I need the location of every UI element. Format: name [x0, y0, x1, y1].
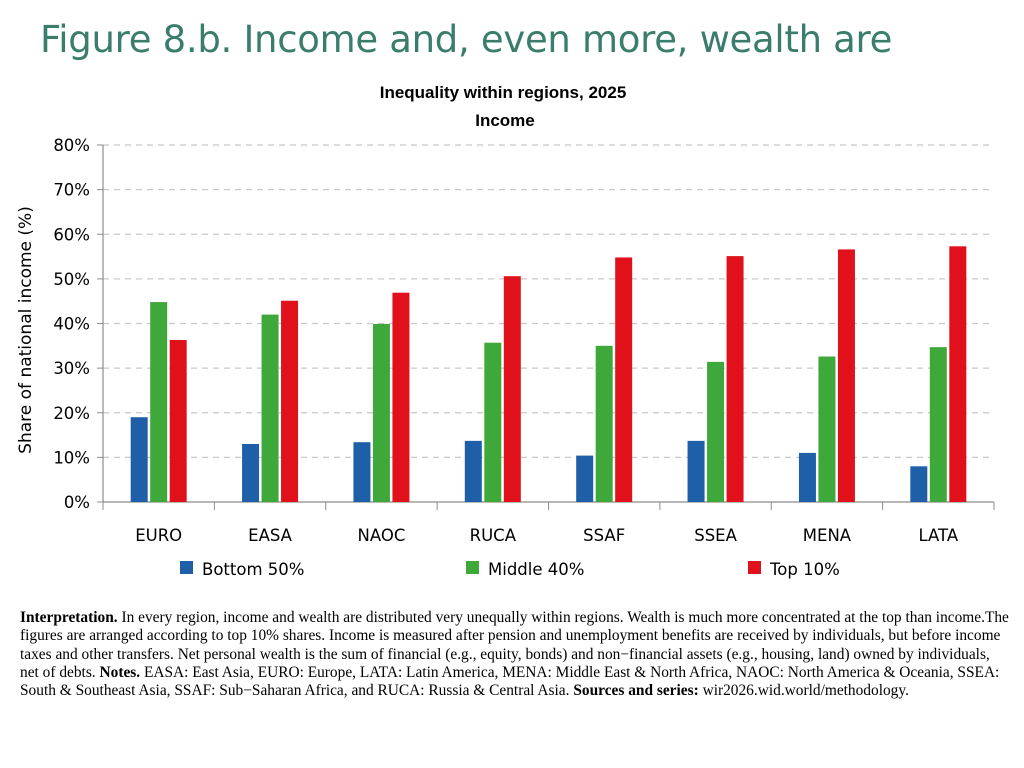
bar-chart: Inequality within regions, 2025 Income S…: [16, 83, 995, 579]
bar-ruca-top-10: [503, 276, 521, 502]
legend-swatch: [466, 561, 479, 574]
bar-mena-top-10: [837, 249, 855, 502]
interpretation-text: In every region, income and wealth are d…: [20, 609, 1009, 681]
bar-lata-bottom-50: [910, 466, 928, 502]
bar-mena-bottom-50: [798, 452, 816, 502]
legend-label: Bottom 50%: [202, 560, 304, 579]
chart-subtitle: Income: [475, 111, 535, 130]
y-tick-label: 20%: [53, 404, 90, 423]
legend-swatch: [180, 561, 193, 574]
legend: Bottom 50% Middle 40% Top 10%: [180, 560, 840, 579]
interpretation-label: Interpretation.: [20, 609, 118, 626]
x-tick-label: NAOC: [358, 526, 406, 545]
chart-title: Inequality within regions, 2025: [380, 83, 627, 102]
y-tick-label: 10%: [53, 448, 90, 467]
figure-title: Figure 8.b. Income and, even more, wealt…: [40, 18, 893, 61]
bars: [130, 246, 967, 502]
notes-text: EASA: East Asia, EURO: Europe, LATA: Lat…: [20, 663, 1000, 700]
y-tick-label: 60%: [53, 225, 90, 244]
bar-euro-top-10: [169, 340, 187, 502]
y-axis-label: Share of national income (%): [16, 206, 36, 454]
bar-ruca-middle-40: [484, 342, 502, 502]
sources-text: wir2026.wid.world/methodology.: [698, 682, 909, 700]
x-tick-label: EASA: [248, 526, 292, 545]
x-tick-labels: EURO EASA NAOC RUCA SSAF SSEA MENA LATA: [135, 526, 959, 545]
bar-ruca-bottom-50: [464, 440, 482, 502]
x-tick-label: EURO: [135, 526, 182, 545]
bar-naoc-top-10: [392, 292, 410, 502]
legend-label: Middle 40%: [488, 560, 584, 579]
y-tick-labels: 0% 10% 20% 30% 40% 50% 60% 70% 80%: [53, 136, 90, 512]
x-tick-label: LATA: [918, 526, 958, 545]
y-tick-label: 0%: [64, 493, 90, 512]
legend-swatch: [748, 561, 761, 574]
y-tick-label: 40%: [53, 315, 90, 334]
legend-label: Top 10%: [769, 560, 840, 579]
bar-ssea-top-10: [726, 256, 744, 502]
bar-euro-middle-40: [150, 302, 168, 502]
bar-ssaf-top-10: [615, 257, 633, 502]
y-tick-label: 70%: [53, 181, 90, 200]
gridlines: [103, 144, 994, 458]
bar-mena-middle-40: [818, 356, 836, 502]
bar-lata-middle-40: [929, 347, 947, 502]
bar-easa-top-10: [281, 300, 299, 502]
bar-euro-bottom-50: [130, 417, 148, 502]
x-tick-label: SSEA: [694, 526, 737, 545]
bar-naoc-middle-40: [372, 323, 390, 502]
bar-ssea-bottom-50: [687, 440, 705, 502]
x-tick-label: SSAF: [583, 526, 625, 545]
notes-label: Notes.: [99, 663, 141, 681]
x-tick-label: RUCA: [470, 526, 517, 545]
y-tick-label: 80%: [53, 136, 90, 155]
y-tick-label: 50%: [53, 270, 90, 289]
y-tick-label: 30%: [53, 359, 90, 378]
bar-ssea-middle-40: [707, 361, 725, 502]
axes: [97, 144, 995, 510]
x-tick-label: MENA: [803, 526, 852, 545]
bar-easa-middle-40: [261, 314, 279, 502]
bar-naoc-bottom-50: [353, 442, 371, 502]
bar-easa-bottom-50: [242, 443, 260, 502]
sources-label: Sources and series:: [573, 682, 699, 700]
notes-paragraph: Interpretation. In every region, income …: [20, 609, 1010, 700]
bar-ssaf-bottom-50: [576, 455, 594, 502]
bar-ssaf-middle-40: [595, 345, 613, 502]
bar-lata-top-10: [949, 246, 967, 502]
